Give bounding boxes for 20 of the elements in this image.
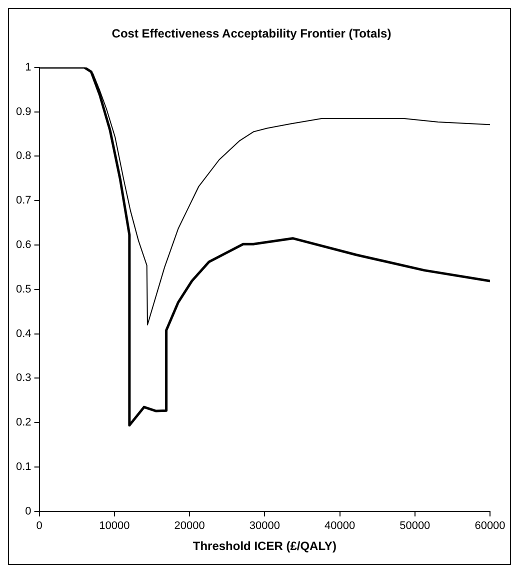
- y-tick-label: 0.9: [16, 106, 32, 118]
- x-axis-title: Threshold ICER (£/QALY): [192, 539, 336, 554]
- y-tick-label: 0.4: [16, 328, 32, 340]
- x-tick-label: 10000: [99, 520, 130, 532]
- y-tick-label: 0.2: [16, 416, 32, 429]
- y-tick-label: 0.3: [16, 372, 32, 384]
- x-tick-label: 60000: [474, 520, 506, 532]
- y-tick-label: 0.5: [16, 283, 32, 296]
- x-tick-label: 20000: [174, 520, 205, 532]
- x-tick-label: 50000: [400, 520, 430, 532]
- y-tick-label: 0.8: [16, 150, 32, 162]
- y-tick-label: 0.1: [16, 461, 32, 474]
- x-tick-label: 0: [36, 520, 42, 532]
- x-tick-label: 40000: [324, 520, 356, 532]
- x-tick-label: 30000: [249, 520, 280, 532]
- y-tick-label: 0.6: [16, 239, 32, 252]
- y-tick-label: 0: [25, 505, 32, 518]
- y-tick-label: 1: [25, 61, 32, 74]
- chart-title: Cost Effectiveness Acceptability Frontier (Totals): [112, 26, 392, 41]
- y-tick-label: 0.7: [16, 194, 32, 207]
